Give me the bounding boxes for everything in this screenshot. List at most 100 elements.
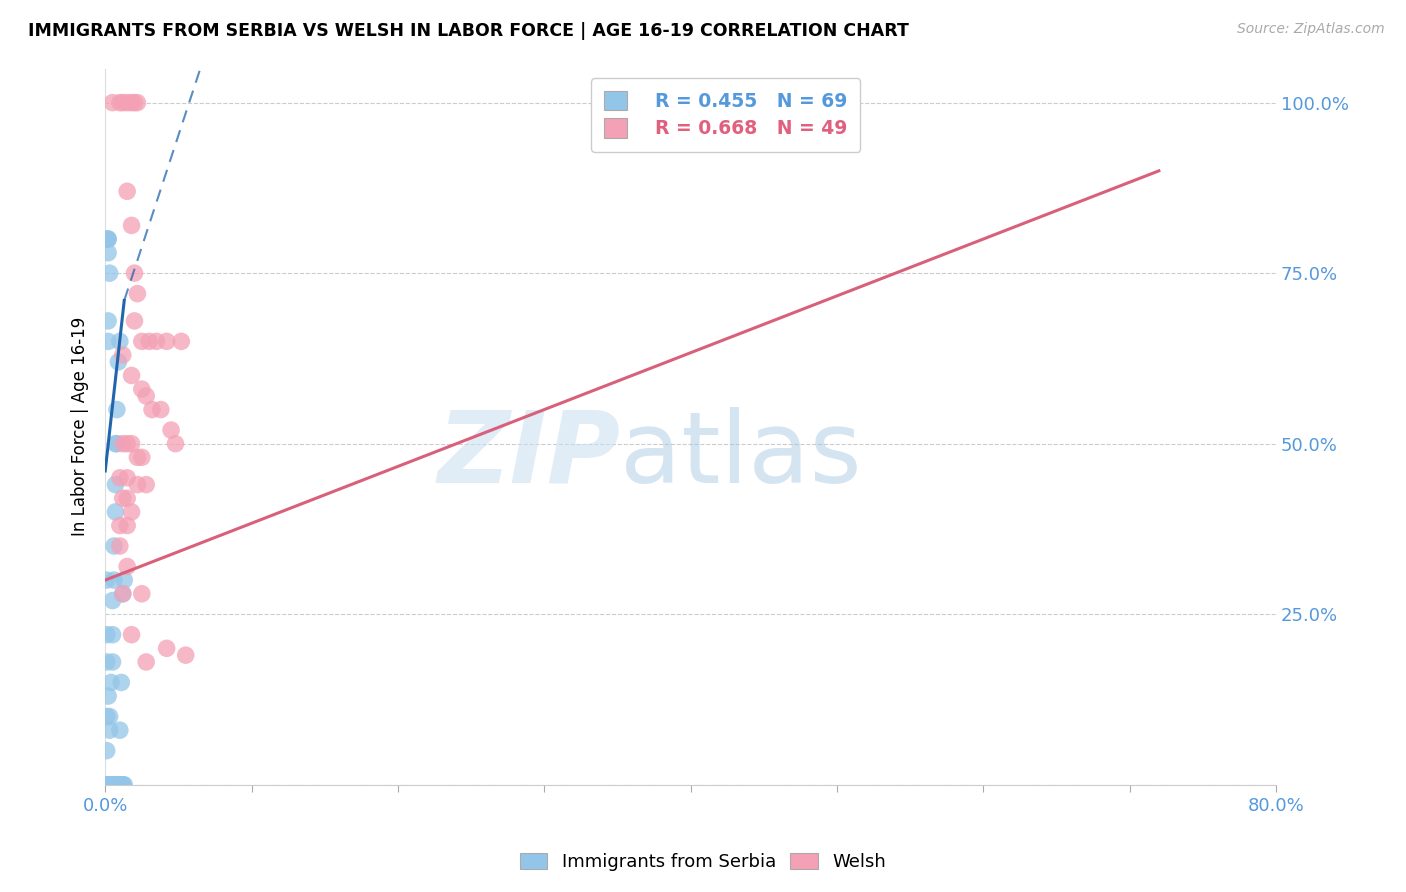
Point bbox=[149, 402, 172, 417]
Point bbox=[105, 402, 128, 417]
Point bbox=[115, 471, 138, 485]
Point bbox=[112, 573, 135, 587]
Point bbox=[135, 655, 157, 669]
Point bbox=[115, 184, 138, 198]
Point bbox=[108, 539, 131, 553]
Text: IMMIGRANTS FROM SERBIA VS WELSH IN LABOR FORCE | AGE 16-19 CORRELATION CHART: IMMIGRANTS FROM SERBIA VS WELSH IN LABOR… bbox=[28, 22, 910, 40]
Point bbox=[104, 436, 127, 450]
Point bbox=[108, 471, 131, 485]
Point bbox=[124, 266, 146, 280]
Point bbox=[131, 450, 153, 465]
Point bbox=[115, 491, 138, 506]
Point bbox=[170, 334, 193, 349]
Point bbox=[124, 95, 146, 110]
Point bbox=[101, 778, 124, 792]
Point bbox=[160, 423, 183, 437]
Point bbox=[98, 778, 121, 792]
Point bbox=[108, 518, 131, 533]
Point bbox=[111, 491, 134, 506]
Point bbox=[97, 232, 120, 246]
Point bbox=[96, 573, 118, 587]
Point bbox=[101, 628, 124, 642]
Point bbox=[100, 778, 122, 792]
Point bbox=[145, 334, 167, 349]
Point bbox=[124, 314, 146, 328]
Point bbox=[101, 655, 124, 669]
Point bbox=[108, 723, 131, 738]
Point bbox=[111, 348, 134, 362]
Point bbox=[111, 95, 134, 110]
Legend: Immigrants from Serbia, Welsh: Immigrants from Serbia, Welsh bbox=[513, 846, 893, 879]
Point bbox=[174, 648, 197, 662]
Point bbox=[96, 709, 118, 723]
Point bbox=[121, 368, 143, 383]
Point bbox=[115, 95, 138, 110]
Point bbox=[103, 778, 125, 792]
Point bbox=[98, 723, 121, 738]
Point bbox=[97, 689, 120, 703]
Point bbox=[115, 518, 138, 533]
Legend:   R = 0.455   N = 69,   R = 0.668   N = 49: R = 0.455 N = 69, R = 0.668 N = 49 bbox=[591, 78, 860, 152]
Point bbox=[156, 334, 179, 349]
Point bbox=[131, 334, 153, 349]
Point bbox=[105, 778, 128, 792]
Point bbox=[97, 314, 120, 328]
Point bbox=[100, 778, 122, 792]
Point bbox=[110, 778, 132, 792]
Point bbox=[98, 778, 121, 792]
Point bbox=[97, 778, 120, 792]
Point bbox=[101, 778, 124, 792]
Text: atlas: atlas bbox=[620, 407, 862, 504]
Point bbox=[121, 219, 143, 233]
Point bbox=[96, 628, 118, 642]
Point bbox=[138, 334, 160, 349]
Point bbox=[108, 334, 131, 349]
Point bbox=[108, 778, 131, 792]
Point bbox=[127, 477, 149, 491]
Point bbox=[103, 778, 125, 792]
Point bbox=[111, 778, 134, 792]
Point bbox=[127, 450, 149, 465]
Point bbox=[127, 286, 149, 301]
Point bbox=[121, 505, 143, 519]
Point bbox=[110, 778, 132, 792]
Point bbox=[101, 778, 124, 792]
Point bbox=[101, 593, 124, 607]
Point bbox=[141, 402, 163, 417]
Point bbox=[96, 778, 118, 792]
Point bbox=[104, 505, 127, 519]
Point bbox=[165, 436, 187, 450]
Point bbox=[112, 778, 135, 792]
Point bbox=[97, 245, 120, 260]
Point bbox=[104, 778, 127, 792]
Point bbox=[100, 778, 122, 792]
Point bbox=[96, 744, 118, 758]
Point bbox=[100, 675, 122, 690]
Point bbox=[108, 95, 131, 110]
Point bbox=[135, 477, 157, 491]
Point bbox=[650, 95, 672, 110]
Point bbox=[107, 778, 129, 792]
Point bbox=[105, 436, 128, 450]
Point bbox=[103, 573, 125, 587]
Point bbox=[98, 266, 121, 280]
Point bbox=[111, 778, 134, 792]
Point bbox=[131, 382, 153, 396]
Point bbox=[97, 232, 120, 246]
Point bbox=[107, 778, 129, 792]
Point bbox=[108, 778, 131, 792]
Point bbox=[115, 436, 138, 450]
Text: ZIP: ZIP bbox=[437, 407, 620, 504]
Y-axis label: In Labor Force | Age 16-19: In Labor Force | Age 16-19 bbox=[72, 317, 89, 536]
Point bbox=[111, 436, 134, 450]
Point bbox=[121, 628, 143, 642]
Point bbox=[115, 559, 138, 574]
Point bbox=[111, 587, 134, 601]
Point bbox=[104, 778, 127, 792]
Point bbox=[104, 477, 127, 491]
Point bbox=[131, 587, 153, 601]
Point bbox=[135, 389, 157, 403]
Point bbox=[97, 334, 120, 349]
Point bbox=[101, 778, 124, 792]
Point bbox=[108, 778, 131, 792]
